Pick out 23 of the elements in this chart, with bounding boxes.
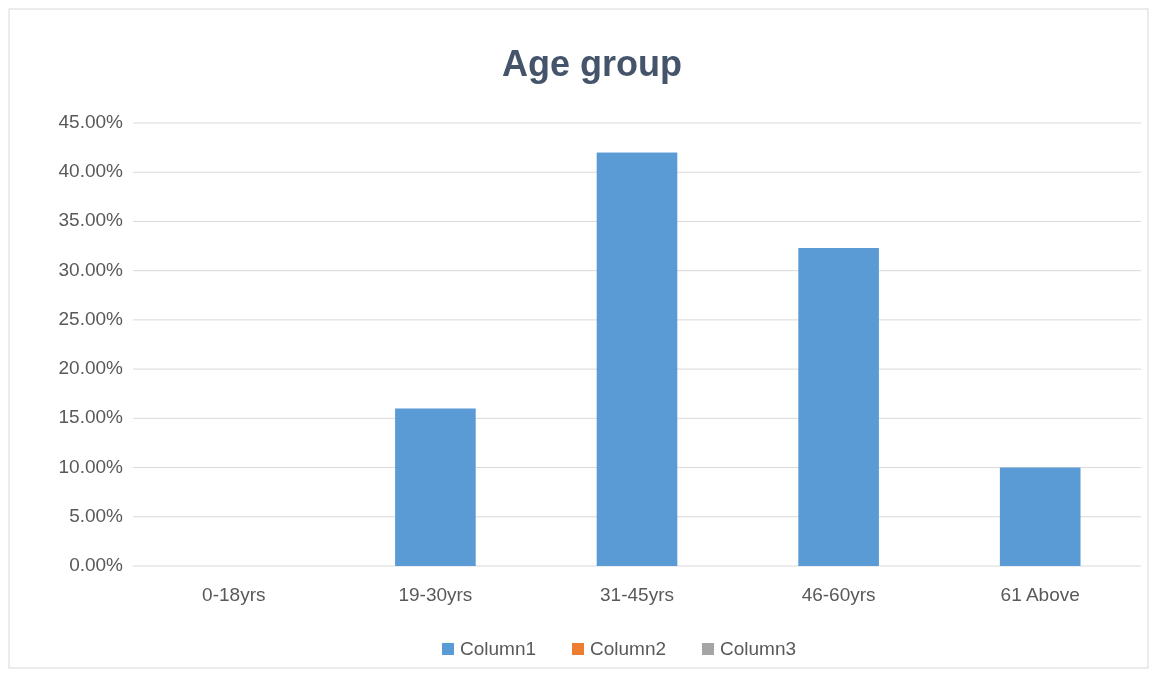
x-tick-label: 31-45yrs xyxy=(600,584,674,606)
x-tick-label: 19-30yrs xyxy=(398,584,473,606)
y-tick-label: 40.00% xyxy=(58,160,124,182)
y-tick-label: 15.00% xyxy=(58,406,124,428)
y-tick-label: 20.00% xyxy=(58,357,124,379)
x-tick-label: 46-60yrs xyxy=(801,584,876,606)
bar xyxy=(395,408,476,566)
y-tick-label: 25.00% xyxy=(58,307,124,329)
bar xyxy=(596,152,678,566)
legend-label: Column2 xyxy=(590,638,667,660)
bar xyxy=(999,467,1081,566)
chart-title: Age group xyxy=(502,42,682,84)
y-tick-label: 45.00% xyxy=(58,111,124,133)
legend-label: Column3 xyxy=(720,638,797,660)
y-tick-label: 5.00% xyxy=(69,504,124,526)
legend-label: Column1 xyxy=(460,638,537,660)
y-tick-label: 10.00% xyxy=(58,455,124,477)
x-tick-label: 61 Above xyxy=(1000,584,1080,606)
y-tick-label: 30.00% xyxy=(58,258,124,280)
y-tick-label: 0.00% xyxy=(69,554,124,576)
y-tick-label: 35.00% xyxy=(58,209,124,231)
x-tick-label: 0-18yrs xyxy=(202,584,266,606)
bar xyxy=(798,248,879,566)
